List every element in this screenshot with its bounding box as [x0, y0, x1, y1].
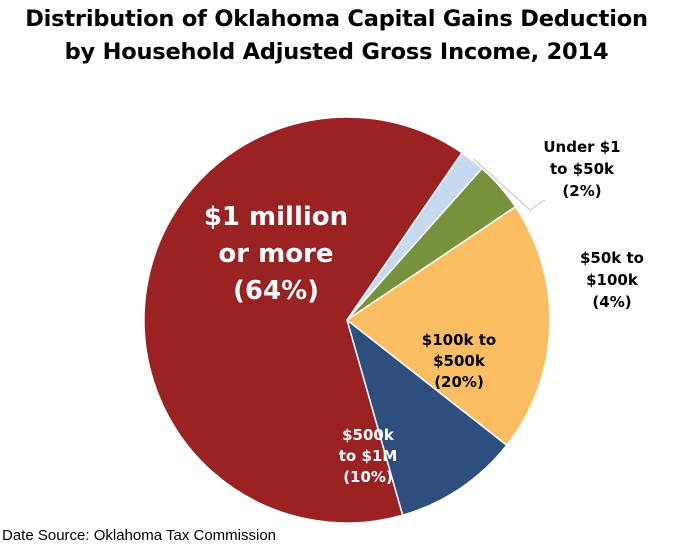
pie-label-1: $50k to $100k (4%) [580, 249, 644, 311]
pie-label-1-line-2: (4%) [592, 293, 631, 311]
pie-label-0-line-0: Under $1 [543, 138, 620, 156]
leader-line-0 [473, 158, 546, 211]
chart-title-line-1: Distribution of Oklahoma Capital Gains D… [25, 6, 648, 32]
pie-label-4: $1 million or more (64%) [204, 202, 348, 306]
pie-label-2: $100k to $500k (20%) [422, 331, 496, 391]
pie-slice-3 [345, 317, 508, 517]
data-source-note: Date Source: Oklahoma Tax Commission [2, 527, 276, 544]
pie-label-4-line-0: $1 million [204, 202, 348, 232]
pie-label-0: Under $1 to $50k (2%) [543, 138, 620, 200]
pie-label-1-line-0: $50k to [580, 249, 644, 267]
pie-label-2-line-0: $100k to [422, 331, 496, 349]
pie-label-1-line-1: $100k [586, 271, 639, 289]
pie-label-3-line-0: $500k [342, 426, 395, 444]
pie-labels: Under $1 to $50k (2%) $50k to $100k (4%) $100k… [204, 138, 644, 486]
pie-label-0-line-2: (2%) [562, 182, 601, 200]
pie-label-3-line-1: to $1M [339, 447, 398, 465]
pie-label-4-line-2: (64%) [233, 276, 319, 306]
chart-title: Distribution of Oklahoma Capital Gains D… [0, 3, 673, 69]
pie-label-3: $500k to $1M (10%) [339, 426, 398, 486]
pie-label-3-line-2: (10%) [343, 468, 393, 486]
pie-label-2-line-1: $500k [433, 352, 486, 370]
leader-lines [473, 158, 546, 211]
chart-title-line-2: by Household Adjusted Gross Income, 2014 [64, 39, 609, 65]
pie-slice-2 [345, 205, 551, 447]
pie-slice-4 [143, 116, 464, 524]
pie-label-2-line-2: (20%) [434, 373, 484, 391]
pie-label-4-line-1: or more [218, 239, 333, 269]
pie-label-0-line-1: to $50k [550, 160, 615, 178]
pie-slices [143, 116, 551, 524]
